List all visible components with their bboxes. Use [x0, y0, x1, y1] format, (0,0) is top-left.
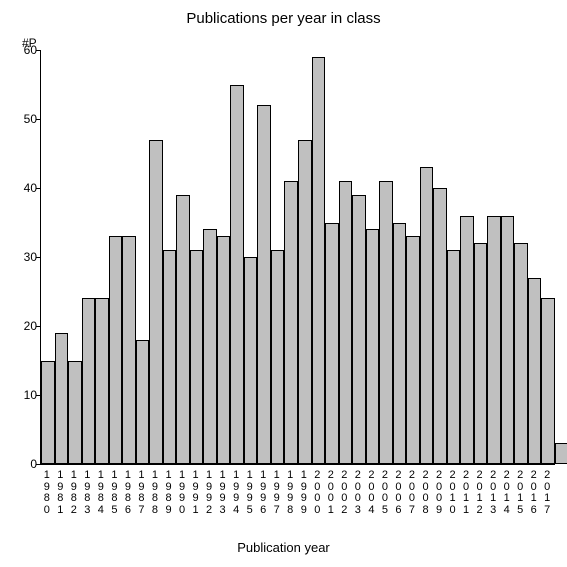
y-tick-label: 10	[12, 388, 37, 402]
x-tick-label: 2003	[352, 470, 364, 516]
bar	[41, 361, 55, 465]
bar	[447, 250, 461, 464]
bar	[217, 236, 231, 464]
bar	[230, 85, 244, 465]
bar	[163, 250, 177, 464]
x-tick-label: 1999	[298, 470, 310, 516]
x-tick-label: 1994	[230, 470, 242, 516]
x-tick-label: 2005	[379, 470, 391, 516]
bar	[393, 223, 407, 465]
bar	[541, 298, 555, 464]
bar	[95, 298, 109, 464]
y-tick-label: 60	[12, 43, 37, 57]
bar	[420, 167, 434, 464]
x-tick-label: 1997	[271, 470, 283, 516]
bar	[555, 443, 567, 464]
bar	[474, 243, 488, 464]
x-tick-label: 1998	[284, 470, 296, 516]
bar	[487, 216, 501, 464]
bar	[55, 333, 69, 464]
bar	[501, 216, 515, 464]
x-tick-label: 2016	[528, 470, 540, 516]
x-tick-label: 2010	[447, 470, 459, 516]
x-tick-label: 1987	[135, 470, 147, 516]
bar	[203, 229, 217, 464]
x-tick-label: 2015	[514, 470, 526, 516]
x-tick-label: 2014	[501, 470, 513, 516]
bar	[244, 257, 258, 464]
x-tick-label: 1991	[190, 470, 202, 516]
x-tick-label: 1996	[257, 470, 269, 516]
bar	[325, 223, 339, 465]
bar	[109, 236, 123, 464]
bar	[271, 250, 285, 464]
x-tick-label: 2012	[474, 470, 486, 516]
bar	[339, 181, 353, 464]
bar	[122, 236, 136, 464]
bar	[406, 236, 420, 464]
x-tick-label: 2002	[338, 470, 350, 516]
x-tick-label: 1984	[95, 470, 107, 516]
bar	[257, 105, 271, 464]
x-tick-label: 1995	[244, 470, 256, 516]
x-tick-label: 1992	[203, 470, 215, 516]
bar	[352, 195, 366, 464]
x-tick-label: 1988	[149, 470, 161, 516]
y-tick-label: 40	[12, 181, 37, 195]
bar	[82, 298, 96, 464]
x-tick-label: 2017	[541, 470, 553, 516]
bar	[136, 340, 150, 464]
bar	[176, 195, 190, 464]
x-tick-label: 1982	[68, 470, 80, 516]
y-tick-label: 50	[12, 112, 37, 126]
chart-container: Publications per year in class #P Public…	[0, 0, 567, 567]
bar	[514, 243, 528, 464]
y-tick-label: 30	[12, 250, 37, 264]
bar	[460, 216, 474, 464]
x-tick-label: 2008	[420, 470, 432, 516]
x-tick-label: 1981	[54, 470, 66, 516]
bar	[149, 140, 163, 464]
bar	[528, 278, 542, 464]
x-tick-label: 2013	[487, 470, 499, 516]
y-tick-label: 0	[12, 457, 37, 471]
x-tick-label: 2006	[392, 470, 404, 516]
bar	[68, 361, 82, 465]
x-tick-label: 2011	[460, 470, 472, 516]
bar	[366, 229, 380, 464]
x-axis-title: Publication year	[0, 540, 567, 555]
x-tick-label: 1985	[108, 470, 120, 516]
bar	[298, 140, 312, 464]
x-tick-label: 1980	[41, 470, 53, 516]
x-tick-label: 2000	[311, 470, 323, 516]
x-tick-label: 2001	[325, 470, 337, 516]
x-tick-label: 1989	[163, 470, 175, 516]
chart-title: Publications per year in class	[0, 10, 567, 27]
x-tick-label: 2007	[406, 470, 418, 516]
x-tick-label: 2004	[365, 470, 377, 516]
plot-area	[40, 50, 555, 465]
x-tick-label: 1990	[176, 470, 188, 516]
bar	[379, 181, 393, 464]
bar	[284, 181, 298, 464]
x-tick-label: 1993	[217, 470, 229, 516]
bar	[433, 188, 447, 464]
bar	[312, 57, 326, 464]
y-tick-label: 20	[12, 319, 37, 333]
x-tick-label: 1986	[122, 470, 134, 516]
x-tick-label: 2009	[433, 470, 445, 516]
x-tick-label: 1983	[81, 470, 93, 516]
bar	[190, 250, 204, 464]
